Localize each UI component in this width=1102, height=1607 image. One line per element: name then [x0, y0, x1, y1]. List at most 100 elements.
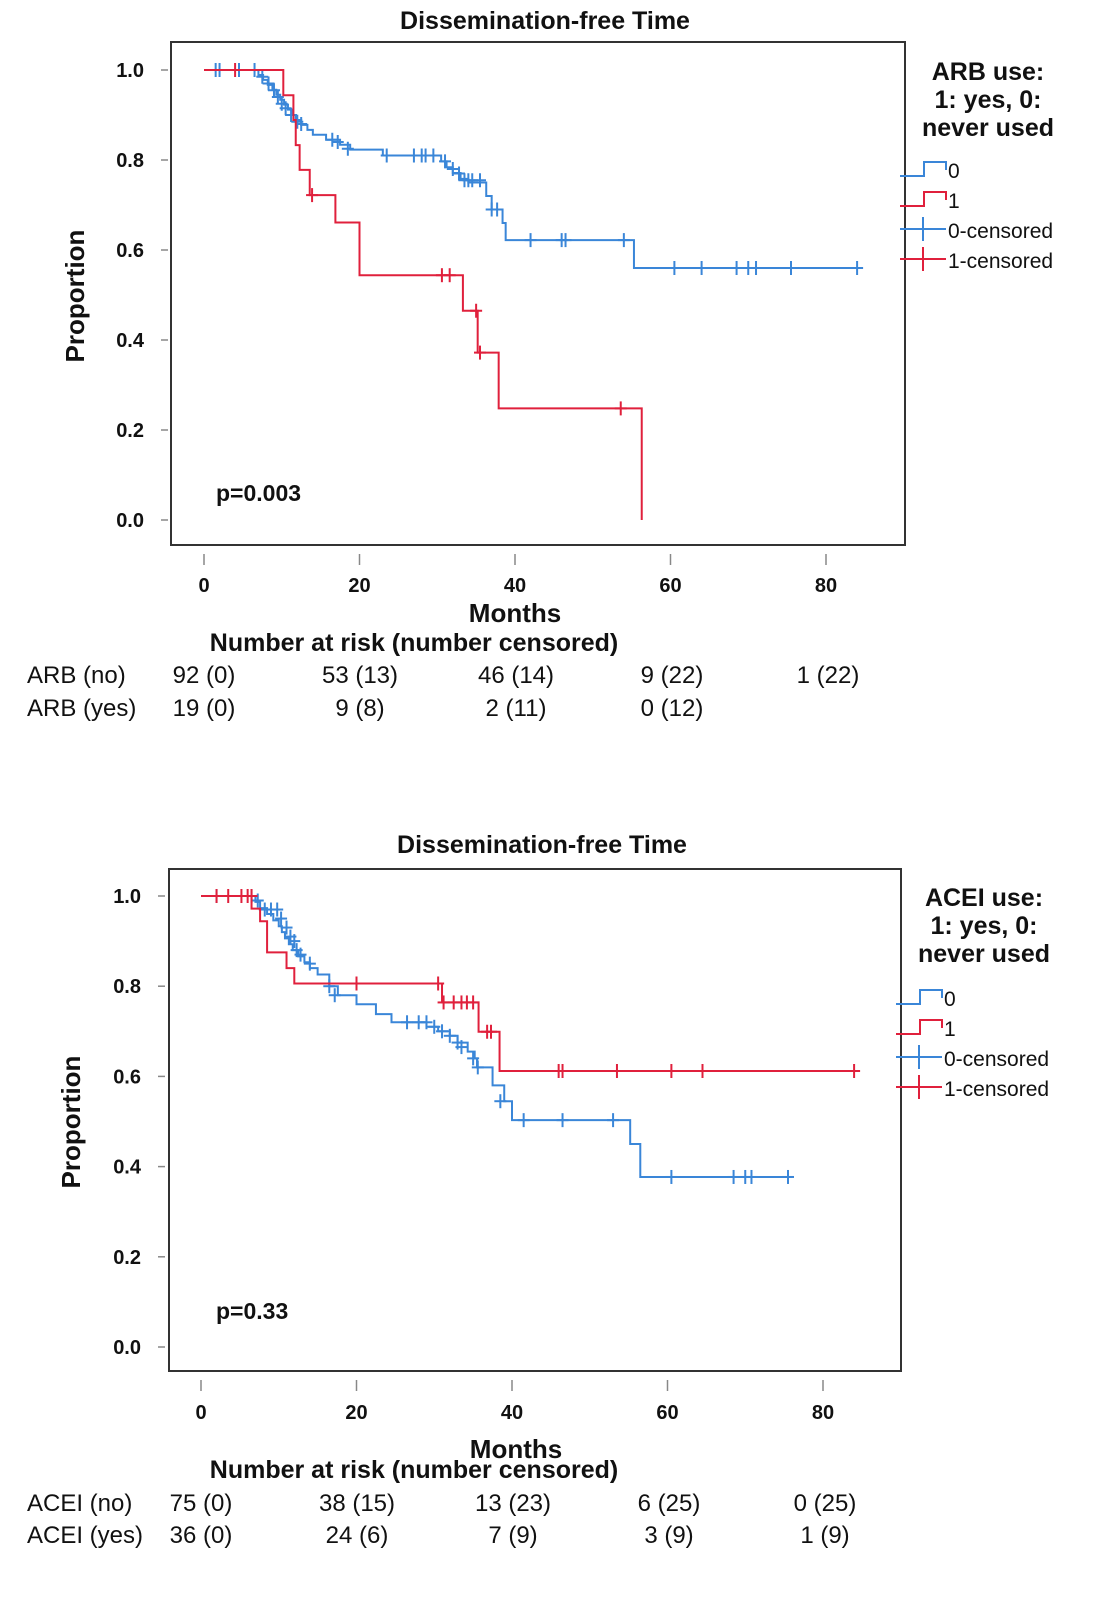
censor-mark-group-0: [491, 202, 504, 217]
censor-mark-group-1: [556, 1063, 569, 1078]
x-tick-label: 80: [812, 1402, 834, 1424]
risk-row-label: ACEI (no): [27, 1490, 132, 1517]
censor-mark-group-0: [341, 141, 354, 156]
y-tick-label: 0.0: [116, 510, 144, 532]
censor-mark-group-0: [665, 1169, 678, 1184]
km-chart-arb: Dissemination-free Time 0.0 0.2 0.4 0.6 0.8 1…: [27, 7, 1054, 722]
y-axis: 0.0 0.2 0.4 0.6 0.8 1.0: [116, 60, 168, 532]
risk-cell: 24 (6): [326, 1522, 389, 1549]
censor-mark-group-0: [251, 893, 264, 908]
censor-mark-group-0: [443, 1028, 456, 1043]
censor-mark-group-1: [485, 1024, 498, 1039]
censor-mark-group-0: [556, 1113, 569, 1128]
censor-mark-group-1: [222, 889, 235, 903]
legend-title-line: never used: [918, 940, 1050, 968]
legend-item-label: 1-censored: [944, 1078, 1049, 1101]
risk-table-title: Number at risk (number censored): [210, 629, 618, 657]
censor-mark-group-1: [610, 1063, 623, 1078]
censor-mark-group-0: [262, 76, 275, 91]
censor-mark-group-0: [727, 1169, 740, 1184]
survival-curves: [204, 63, 864, 520]
censor-mark-group-1: [229, 63, 242, 77]
y-tick-label: 0.2: [113, 1247, 141, 1269]
censor-mark-group-0: [271, 902, 284, 917]
risk-cell: 0 (12): [641, 695, 704, 722]
legend-item-label: 0-censored: [944, 1048, 1049, 1071]
x-tick-label: 80: [815, 575, 837, 597]
risk-cell: 19 (0): [173, 695, 236, 722]
legend-item-label: 1-censored: [948, 250, 1053, 273]
legend-item-label: 0-censored: [948, 220, 1053, 243]
censor-mark-group-0: [494, 1094, 507, 1109]
km-chart-acei: Dissemination-free Time 0.0 0.2 0.4 0.6 0.8 1…: [27, 831, 1050, 1549]
legend-title-line: ARB use:: [932, 58, 1045, 86]
x-axis-label: Months: [470, 1434, 562, 1464]
censor-mark-group-0: [467, 1051, 480, 1066]
censor-mark-group-0: [275, 911, 288, 926]
censor-mark-group-0: [785, 261, 798, 275]
risk-cell: 92 (0): [173, 662, 236, 689]
chart-title: Dissemination-free Time: [397, 831, 687, 859]
censor-mark-group-1: [437, 995, 450, 1010]
y-tick-label: 0.6: [113, 1066, 141, 1088]
censor-mark-group-0: [524, 233, 537, 248]
risk-row-label: ACEI (yes): [27, 1522, 143, 1549]
plot-frame: [170, 41, 906, 546]
censor-mark-group-0: [436, 1024, 449, 1039]
censor-mark-group-0: [294, 947, 307, 962]
censor-mark-group-0: [617, 233, 630, 248]
censor-mark-group-1: [474, 345, 487, 360]
risk-cell: 13 (23): [475, 1490, 551, 1517]
p-value-annotation: p=0.33: [216, 1298, 288, 1324]
censor-mark-group-0: [745, 1169, 758, 1184]
censor-mark-group-0: [730, 261, 743, 275]
risk-table: Number at risk (number censored) ACEI (n…: [27, 1456, 856, 1549]
censor-mark-group-0: [280, 920, 293, 935]
x-tick-label: 0: [198, 575, 209, 597]
legend-item-label: 1: [948, 190, 960, 213]
censor-mark-group-0: [323, 979, 336, 994]
censor-mark-group-1: [306, 188, 319, 203]
censor-mark-group-0: [851, 261, 864, 275]
survival-curve-group-0: [201, 895, 792, 1178]
censor-mark-group-0: [285, 108, 298, 122]
x-tick-label: 20: [348, 575, 370, 597]
y-tick-label: 0.0: [113, 1337, 141, 1359]
censor-mark-group-1: [245, 889, 258, 903]
legend-title-line: 1: yes, 0:: [930, 912, 1037, 940]
x-tick-label: 40: [504, 575, 526, 597]
censor-mark-group-0: [471, 1060, 484, 1075]
censor-mark-group-0: [782, 1169, 795, 1184]
risk-cell: 9 (8): [335, 695, 384, 722]
risk-cell: 2 (11): [486, 695, 547, 722]
y-tick-label: 0.4: [113, 1157, 142, 1179]
censor-mark-group-1: [350, 976, 363, 991]
risk-cell: 9 (22): [641, 662, 704, 689]
x-tick-label: 0: [195, 1402, 206, 1424]
y-axis: 0.0 0.2 0.4 0.6 0.8 1.0: [113, 886, 165, 1359]
risk-cell: 1 (9): [800, 1522, 849, 1549]
x-tick-label: 60: [659, 575, 681, 597]
censor-mark-group-1: [470, 303, 483, 318]
censor-mark-group-1: [665, 1063, 678, 1078]
x-tick-label: 40: [501, 1402, 523, 1424]
censor-mark-group-0: [303, 956, 316, 971]
censor-mark-group-0: [328, 988, 341, 1003]
x-axis-label: Months: [469, 598, 561, 628]
x-tick-label: 20: [345, 1402, 367, 1424]
censor-mark-group-1: [432, 976, 445, 991]
p-value-annotation: p=0.003: [216, 480, 301, 506]
censor-mark-group-0: [607, 1113, 620, 1128]
risk-cell: 36 (0): [170, 1522, 233, 1549]
censor-mark-group-1: [467, 995, 480, 1010]
y-tick-label: 0.2: [116, 420, 144, 442]
legend-step-icon-0: [896, 989, 943, 1005]
censor-mark-group-0: [559, 233, 572, 248]
censor-mark-group-0: [288, 934, 301, 949]
censor-mark-group-0: [401, 1015, 414, 1030]
survival-curves: [201, 889, 861, 1184]
x-tick-label: 60: [656, 1402, 678, 1424]
legend-item-label: 0: [948, 160, 960, 183]
risk-cell: 0 (25): [794, 1490, 857, 1517]
